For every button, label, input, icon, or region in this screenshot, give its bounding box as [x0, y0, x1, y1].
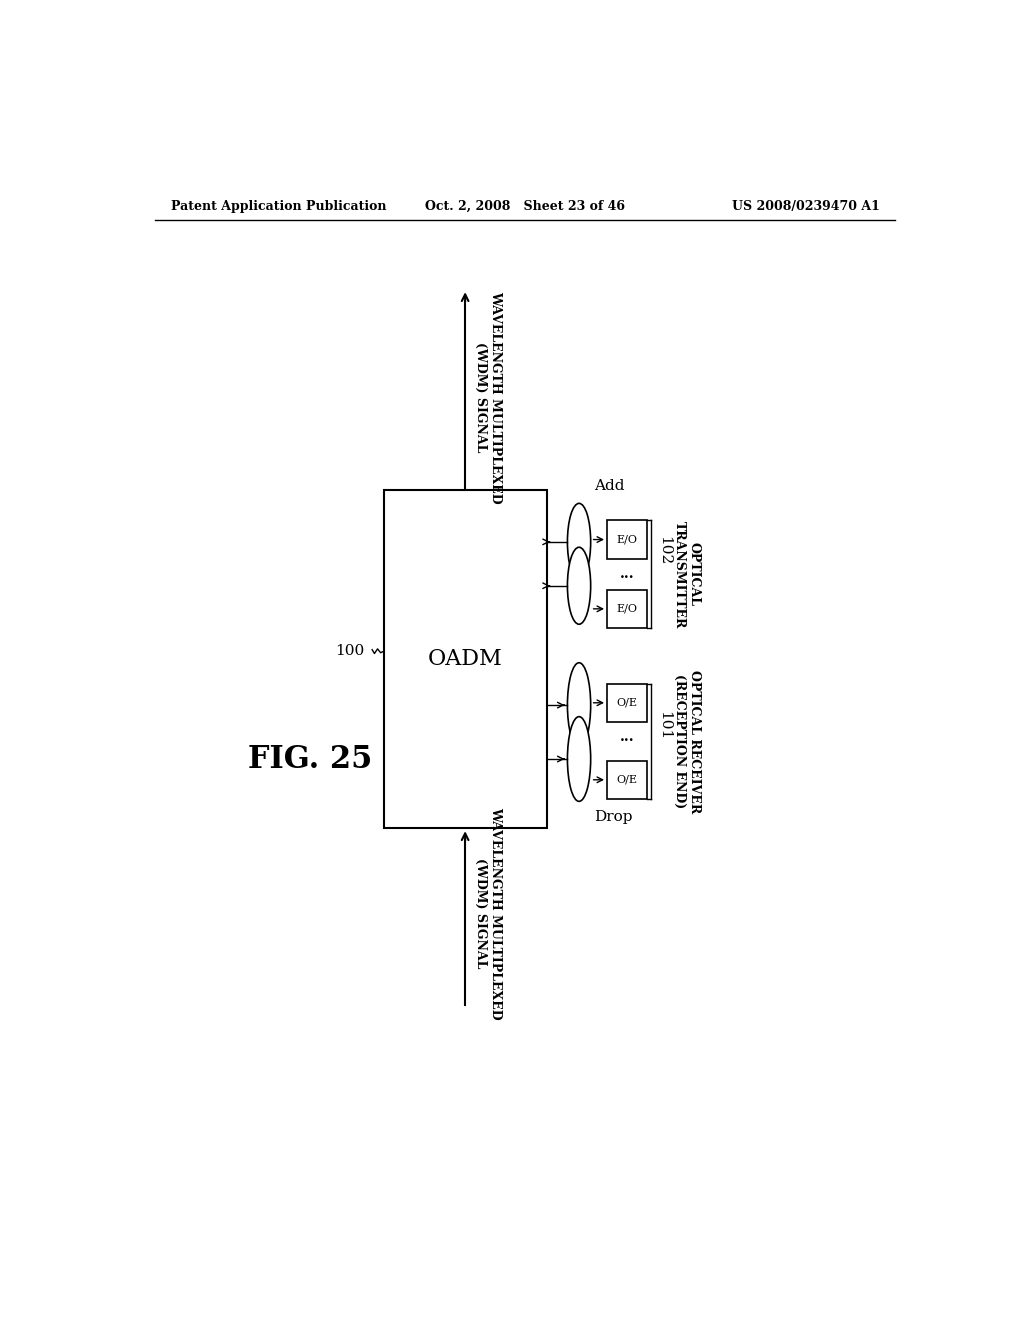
Text: E/O: E/O [616, 603, 638, 614]
Text: O/E: O/E [616, 698, 638, 708]
Text: 101: 101 [657, 711, 672, 741]
Text: OADM: OADM [428, 648, 503, 671]
Text: ...: ... [620, 730, 635, 744]
Text: Drop: Drop [595, 809, 633, 824]
Text: 102: 102 [657, 536, 672, 566]
Bar [607, 520, 647, 558]
Text: 100: 100 [335, 644, 365, 659]
Text: WAVELENGTH MULTIPLEXED
(WDM) SIGNAL: WAVELENGTH MULTIPLEXED (WDM) SIGNAL [474, 290, 503, 503]
Text: ...: ... [620, 568, 635, 581]
Text: Patent Application Publication: Patent Application Publication [171, 199, 386, 213]
Ellipse shape [567, 717, 591, 801]
Text: E/O: E/O [616, 535, 638, 545]
Ellipse shape [567, 663, 591, 747]
Text: WAVELENGTH MULTIPLEXED
(WDM) SIGNAL: WAVELENGTH MULTIPLEXED (WDM) SIGNAL [474, 807, 503, 1019]
Text: OPTICAL RECEIVER
(RECEPTION END): OPTICAL RECEIVER (RECEPTION END) [673, 669, 700, 813]
Bar [607, 684, 647, 722]
Text: OPTICAL
TRANSMITTER: OPTICAL TRANSMITTER [673, 520, 700, 628]
Text: FIG. 25: FIG. 25 [248, 743, 373, 775]
Text: US 2008/0239470 A1: US 2008/0239470 A1 [732, 199, 880, 213]
Ellipse shape [567, 503, 591, 581]
Bar [384, 490, 547, 829]
Ellipse shape [567, 548, 591, 624]
Bar [607, 760, 647, 799]
Text: Oct. 2, 2008   Sheet 23 of 46: Oct. 2, 2008 Sheet 23 of 46 [425, 199, 625, 213]
Text: O/E: O/E [616, 775, 638, 785]
Text: Add: Add [595, 479, 625, 492]
Bar [607, 590, 647, 628]
